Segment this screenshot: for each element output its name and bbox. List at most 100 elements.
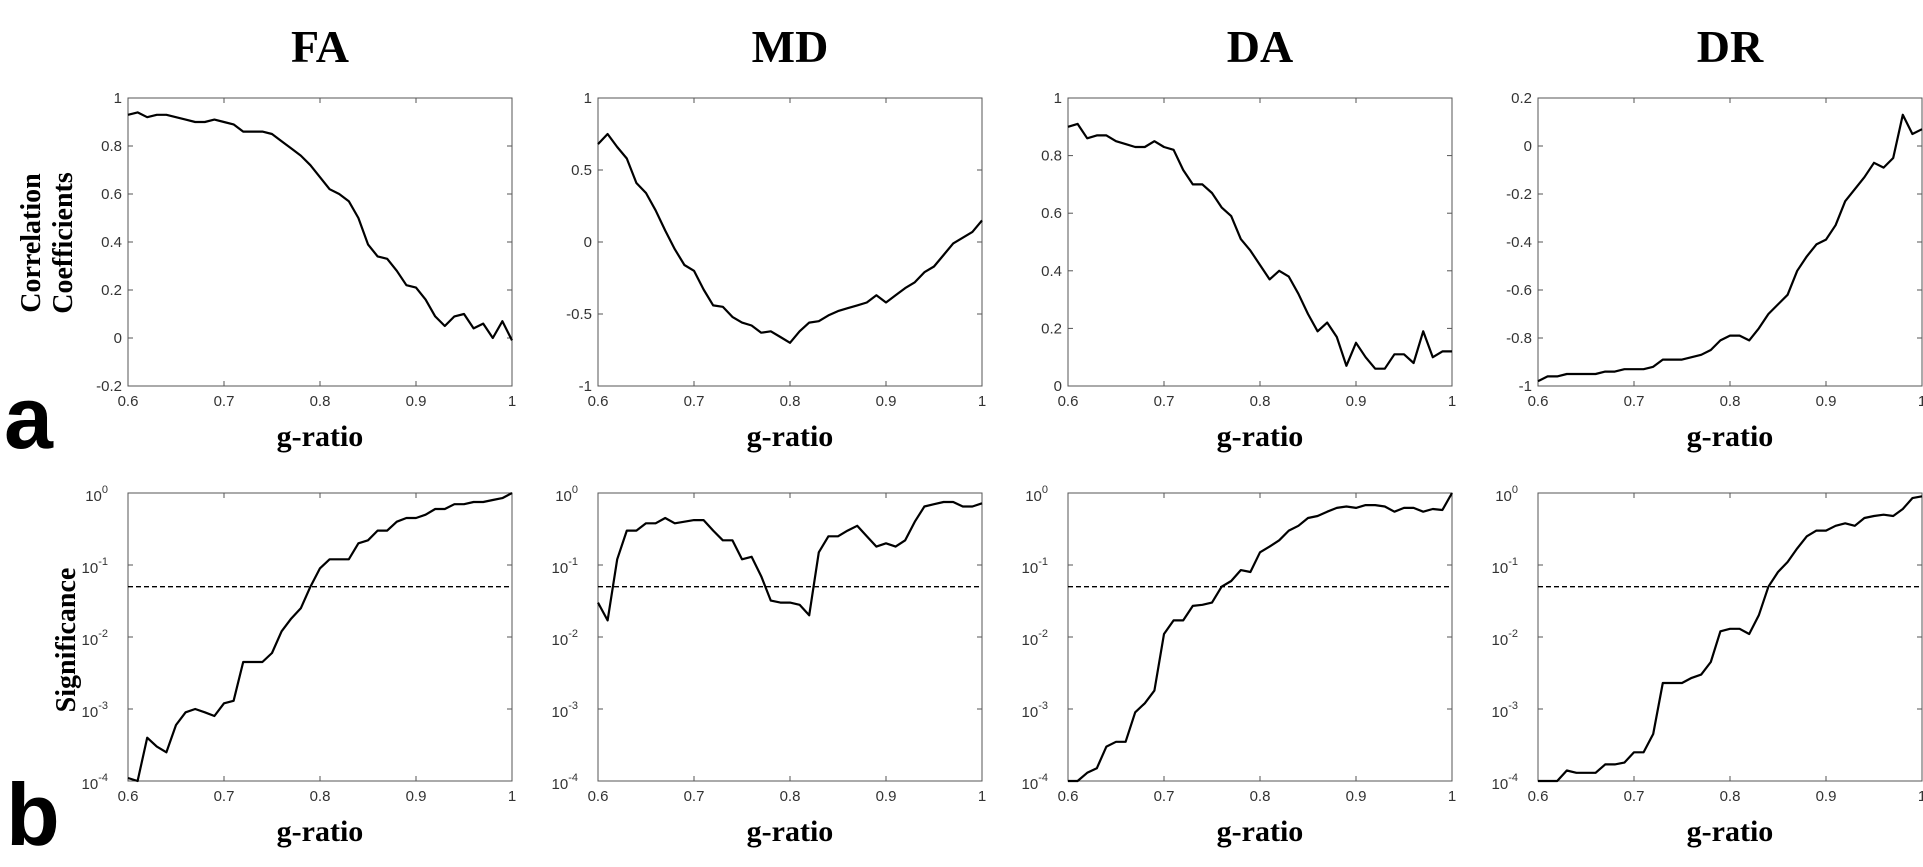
x-tick-label: 0.9 bbox=[1346, 788, 1367, 805]
y-tick-label: 0.6 bbox=[1041, 205, 1062, 222]
row-b-ylabel: Significance bbox=[51, 568, 82, 713]
panel-a-da: 0.6 0.7 0.8 0.9 1 0 0.2 0.4 0.6 0.8 1 g-ratio bbox=[1041, 90, 1456, 453]
y-tick-label: 10-2 bbox=[82, 628, 108, 649]
series-line bbox=[597, 132, 983, 344]
x-tick-label: 0.6 bbox=[1058, 393, 1079, 410]
series-line bbox=[127, 492, 513, 783]
y-tick-label: 0.8 bbox=[101, 138, 122, 155]
y-tick-label: -0.2 bbox=[96, 378, 122, 395]
x-tick-label: 0.7 bbox=[214, 393, 235, 410]
y-tick-label: -0.2 bbox=[1506, 186, 1532, 203]
x-tick-label: 0.6 bbox=[1528, 788, 1549, 805]
y-tick-label: 10-4 bbox=[1022, 772, 1048, 793]
panel-b-dr: 0.6 0.7 0.8 0.9 1 10-4 10-3 10-2 10-1 100 g-ratio bbox=[1492, 484, 1923, 848]
panel-b-da: 0.6 0.7 0.8 0.9 1 10-4 10-3 10-2 10-1 100 g-ratio bbox=[1022, 484, 1457, 848]
x-tick-label: 0.9 bbox=[1346, 393, 1367, 410]
x-tick-label: 0.6 bbox=[1528, 393, 1549, 410]
column-title: DA bbox=[1227, 21, 1293, 72]
y-tick-label: 0 bbox=[584, 234, 592, 251]
x-tick-label: 0.7 bbox=[684, 788, 705, 805]
y-tick-label: 1 bbox=[1054, 90, 1062, 107]
x-axis-label: g-ratio bbox=[1217, 420, 1304, 453]
x-tick-label: 0.6 bbox=[1058, 788, 1079, 805]
x-tick-label: 0.6 bbox=[118, 788, 139, 805]
x-tick-label: 1 bbox=[1448, 393, 1456, 410]
x-tick-label: 1 bbox=[978, 788, 986, 805]
y-tick-label: 100 bbox=[85, 484, 108, 505]
axes-frame bbox=[1067, 492, 1453, 782]
series-line bbox=[127, 111, 513, 341]
panel-a-fa: 0.6 0.7 0.8 0.9 1 -0.2 0 0.2 0.4 0.6 0.8 1 g-ratio bbox=[96, 90, 516, 453]
x-axis-label: g-ratio bbox=[1687, 420, 1774, 453]
x-tick-label: 0.9 bbox=[1816, 788, 1837, 805]
column-title: DR bbox=[1697, 21, 1764, 72]
y-tick-label: 10-4 bbox=[1492, 772, 1518, 793]
series-line bbox=[1067, 122, 1452, 370]
y-tick-label: -1 bbox=[579, 378, 592, 395]
x-tick-label: 0.6 bbox=[588, 788, 609, 805]
panel-a-dr: 0.6 0.7 0.8 0.9 1 -1 -0.8 -0.6 -0.4 -0.2 0 0.2 g-rat… bbox=[1506, 90, 1923, 453]
axes-frame bbox=[1067, 97, 1453, 387]
y-tick-label: 10-1 bbox=[1492, 556, 1518, 577]
x-tick-label: 1 bbox=[1448, 788, 1456, 805]
x-tick-label: 0.9 bbox=[406, 393, 427, 410]
y-tick-label: -0.5 bbox=[566, 306, 592, 323]
y-tick-label: 0.2 bbox=[101, 282, 122, 299]
y-tick-label: 10-1 bbox=[82, 556, 108, 577]
x-tick-label: 0.7 bbox=[1154, 393, 1175, 410]
y-tick-label: 10-2 bbox=[1022, 628, 1048, 649]
column-title: FA bbox=[291, 21, 349, 72]
x-axis-label: g-ratio bbox=[747, 815, 834, 848]
y-tick-label: 0.5 bbox=[571, 162, 592, 179]
y-tick-label: 0.6 bbox=[101, 186, 122, 203]
series-line bbox=[597, 500, 983, 622]
y-tick-label: 0.2 bbox=[1041, 320, 1062, 337]
x-tick-label: 0.8 bbox=[780, 393, 801, 410]
x-tick-label: 0.9 bbox=[876, 788, 897, 805]
x-axis-label: g-ratio bbox=[1687, 815, 1774, 848]
y-tick-label: 100 bbox=[1495, 484, 1518, 505]
y-tick-label: 1 bbox=[584, 90, 592, 107]
x-tick-label: 0.8 bbox=[310, 393, 331, 410]
y-tick-label: 0 bbox=[1524, 138, 1532, 155]
y-tick-label: 10-3 bbox=[82, 700, 108, 721]
x-axis-label: g-ratio bbox=[747, 420, 834, 453]
y-tick-label: -0.6 bbox=[1506, 282, 1532, 299]
axes-frame bbox=[1537, 97, 1923, 387]
x-tick-label: 0.8 bbox=[1720, 788, 1741, 805]
y-tick-label: 10-4 bbox=[552, 772, 578, 793]
y-tick-label: 0.8 bbox=[1041, 148, 1062, 165]
axes-frame bbox=[1537, 492, 1923, 782]
x-tick-label: 1 bbox=[508, 788, 516, 805]
y-tick-label: 0 bbox=[1054, 378, 1062, 395]
x-axis-label: g-ratio bbox=[277, 420, 364, 453]
x-tick-label: 0.9 bbox=[406, 788, 427, 805]
axes-frame bbox=[597, 492, 983, 782]
x-tick-label: 1 bbox=[1918, 788, 1923, 805]
y-tick-label: 10-2 bbox=[552, 628, 578, 649]
x-tick-label: 0.7 bbox=[684, 393, 705, 410]
y-tick-label: 0.2 bbox=[1511, 90, 1532, 107]
x-tick-label: 1 bbox=[508, 393, 516, 410]
row-a-ylabel-line1: Correlation bbox=[16, 173, 47, 313]
y-tick-label: 0.4 bbox=[1041, 263, 1062, 280]
y-tick-label: 0 bbox=[114, 330, 122, 347]
y-tick-label: 100 bbox=[555, 484, 578, 505]
x-axis-label: g-ratio bbox=[277, 815, 364, 848]
x-tick-label: 1 bbox=[978, 393, 986, 410]
x-tick-label: 0.7 bbox=[214, 788, 235, 805]
x-tick-label: 0.9 bbox=[1816, 393, 1837, 410]
x-tick-label: 1 bbox=[1918, 393, 1923, 410]
y-tick-label: -1 bbox=[1519, 378, 1532, 395]
y-tick-label: 10-4 bbox=[82, 772, 108, 793]
y-tick-label: -0.8 bbox=[1506, 330, 1532, 347]
y-tick-label: 10-1 bbox=[552, 556, 578, 577]
panel-letter-b: b bbox=[6, 765, 60, 864]
x-tick-label: 0.8 bbox=[1250, 788, 1271, 805]
y-tick-label: 10-3 bbox=[1022, 700, 1048, 721]
y-tick-label: 10-3 bbox=[552, 700, 578, 721]
y-tick-label: 100 bbox=[1025, 484, 1048, 505]
y-tick-label: 10-1 bbox=[1022, 556, 1048, 577]
panel-b-fa: 0.6 0.7 0.8 0.9 1 10-4 10-3 10-2 10-1 100 g-ratio bbox=[82, 484, 517, 848]
